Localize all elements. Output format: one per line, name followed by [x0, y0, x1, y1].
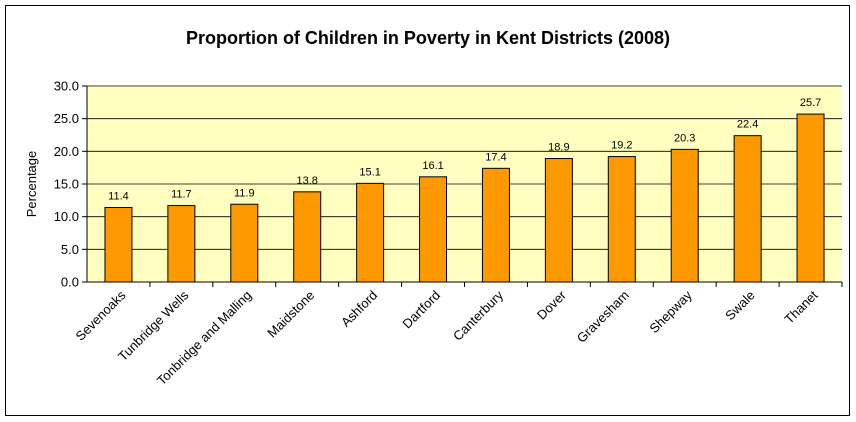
bar	[104, 207, 133, 283]
data-label: 19.2	[611, 140, 632, 152]
x-tick-label: Maidstone	[264, 288, 317, 341]
x-tick-label: Thanet	[781, 287, 820, 326]
bar	[733, 135, 762, 283]
data-label: 20.3	[674, 132, 695, 144]
chart-title: Proportion of Children in Poverty in Ken…	[185, 28, 671, 48]
data-label: 15.1	[359, 166, 380, 178]
y-tick-label: 20.0	[54, 144, 79, 159]
y-tick-label: 5.0	[61, 242, 79, 257]
x-tick-label: Shepway	[646, 287, 695, 336]
y-tick-label: 10.0	[54, 209, 79, 224]
data-label: 18.9	[548, 142, 569, 154]
data-label: 11.9	[234, 187, 255, 199]
bar	[167, 205, 196, 283]
data-labels: 11.4 11.7 11.9 13.8 15.1 16.1 17.4 18.9 19.2 20.3…	[108, 97, 821, 202]
y-axis-ticks: 0.0 5.0 10.0 15.0 20.0 25.0 30.0	[54, 79, 87, 290]
axes	[86, 86, 842, 283]
data-label: 22.4	[737, 119, 758, 131]
bar	[230, 203, 259, 283]
gridlines	[87, 85, 842, 250]
data-label: 13.8	[296, 175, 317, 187]
data-label: 11.7	[171, 189, 192, 201]
bar	[419, 176, 448, 283]
bar	[796, 113, 825, 283]
x-tick-label: Gravesham	[574, 288, 632, 346]
x-tick-label: Sevenoaks	[72, 287, 128, 343]
y-tick-label: 30.0	[54, 79, 79, 94]
bar	[481, 167, 510, 283]
x-tick-label: Ashford	[338, 288, 380, 330]
data-label: 17.4	[485, 151, 506, 163]
x-tick-label: Dover	[534, 287, 570, 323]
bar	[293, 191, 322, 283]
bars	[104, 113, 825, 283]
bar	[670, 148, 699, 283]
x-tick-label: Canterbury	[450, 287, 506, 343]
y-axis-label: Percentage	[24, 151, 39, 218]
data-label: 16.1	[422, 160, 443, 172]
y-tick-label: 15.0	[54, 177, 79, 192]
bar	[544, 158, 573, 283]
data-label: 11.4	[108, 191, 129, 203]
data-label: 25.7	[800, 97, 821, 109]
y-tick-label: 0.0	[61, 275, 79, 290]
bar	[607, 156, 636, 283]
bar	[356, 182, 385, 283]
y-tick-label: 25.0	[54, 111, 79, 126]
x-tick-label: Dartford	[399, 288, 443, 332]
x-tick-label: Swale	[722, 288, 758, 324]
